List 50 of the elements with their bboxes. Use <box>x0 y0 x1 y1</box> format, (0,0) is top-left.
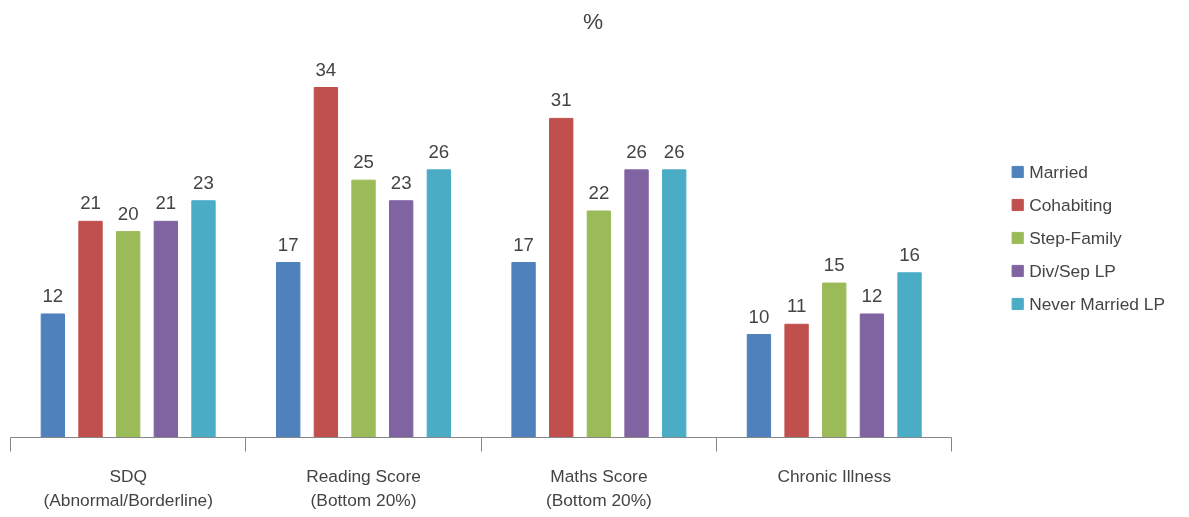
bar <box>897 272 922 438</box>
x-tick-label: Chronic Illness <box>777 465 892 486</box>
data-label: 26 <box>428 140 450 162</box>
bar <box>624 169 649 438</box>
legend-label: Cohabiting <box>1029 194 1113 215</box>
data-label: 15 <box>823 254 845 276</box>
bar <box>313 87 339 438</box>
data-label: 34 <box>315 58 337 80</box>
data-label: 23 <box>390 171 412 193</box>
data-label: 25 <box>353 151 374 173</box>
x-tick-label: Maths Score (Bottom 20%) <box>545 465 652 510</box>
bar <box>586 210 612 438</box>
data-label: 11 <box>786 295 807 317</box>
bar <box>511 262 536 438</box>
bar <box>784 323 809 438</box>
data-label: 17 <box>277 233 299 255</box>
bar <box>276 262 301 438</box>
data-label: 21 <box>80 192 101 214</box>
bar <box>116 231 141 438</box>
data-label: 21 <box>155 192 177 214</box>
data-label: 26 <box>626 140 647 162</box>
data-label: 31 <box>550 89 572 111</box>
legend-label: Married <box>1029 161 1088 182</box>
bar <box>191 200 216 438</box>
bar <box>822 282 847 438</box>
chart-title: % <box>582 7 604 34</box>
bar <box>40 313 66 438</box>
x-tick-label: SDQ (Abnormal/Borderline) <box>43 465 213 510</box>
x-tick-label: Reading Score (Bottom 20%) <box>306 465 421 510</box>
data-label: 16 <box>899 243 920 265</box>
bar <box>662 169 687 438</box>
bar <box>153 220 179 438</box>
data-label: 17 <box>513 233 534 255</box>
legend-label: Div/Sep LP <box>1029 260 1116 281</box>
bar <box>351 179 376 438</box>
data-label: 23 <box>193 171 214 193</box>
legend-label: Never Married LP <box>1029 293 1165 314</box>
data-label: 12 <box>42 284 64 306</box>
data-label: 20 <box>117 202 139 224</box>
data-label: 12 <box>861 284 883 306</box>
data-label: 22 <box>588 182 610 204</box>
bar <box>426 169 452 438</box>
bar <box>549 117 574 438</box>
bar <box>859 313 885 438</box>
bar <box>746 334 772 438</box>
data-label: 10 <box>748 305 770 327</box>
legend-label: Step-Family <box>1029 227 1122 248</box>
bar <box>78 220 103 438</box>
bar <box>389 200 414 438</box>
data-label: 26 <box>663 140 685 162</box>
